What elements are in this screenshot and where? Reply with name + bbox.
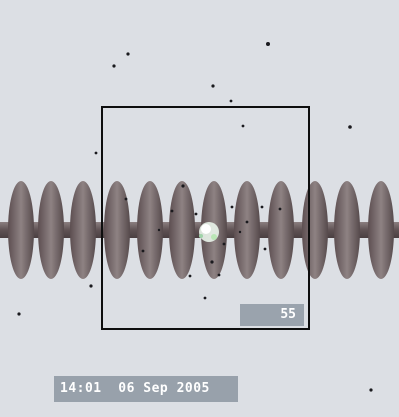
- insulator-disc: [169, 181, 195, 279]
- insulator-discs: [8, 181, 394, 279]
- timestamp-overlay: 14:01 06 Sep 2005: [54, 376, 238, 402]
- insulator-disc: [368, 181, 394, 279]
- insulator-disc: [104, 181, 130, 279]
- insulator-disc: [8, 181, 34, 279]
- insulator-disc: [334, 181, 360, 279]
- speckles: [17, 42, 373, 392]
- detection-box: [101, 106, 310, 330]
- insulator-disc: [268, 181, 294, 279]
- discharge-spot: [199, 222, 219, 242]
- insulator-disc: [38, 181, 64, 279]
- insulator-disc: [70, 181, 96, 279]
- frame-counter: 55: [240, 304, 304, 326]
- insulator-disc: [137, 181, 163, 279]
- insulator-disc: [234, 181, 260, 279]
